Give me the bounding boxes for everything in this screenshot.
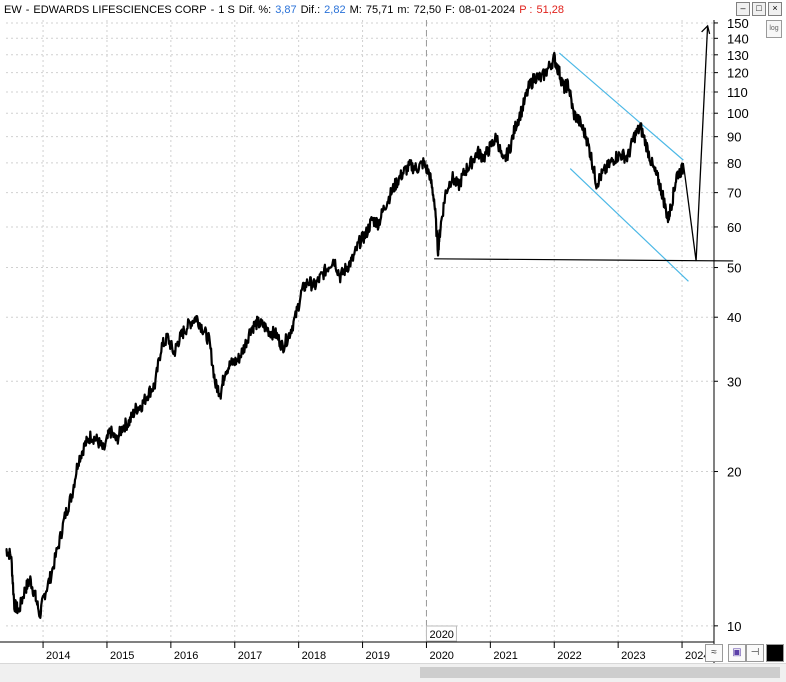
maximize-button[interactable]: □ (752, 2, 766, 16)
company-name: EDWARDS LIFESCIENCES CORP (33, 4, 207, 16)
dif-value: 2,82 (324, 4, 346, 16)
price-line (5, 51, 685, 619)
x-tick-label: 2014 (46, 650, 70, 662)
channel-upper-line (558, 52, 684, 161)
pin-icon[interactable]: ⊣ (746, 644, 764, 662)
y-tick-label: 40 (727, 310, 741, 325)
x-tick-label: 2018 (302, 650, 326, 662)
x-tick-label: 2020 (429, 650, 453, 662)
min-label: m: (397, 4, 410, 16)
period: 1 S (218, 4, 235, 16)
x-tick-label: 2015 (110, 650, 134, 662)
y-tick-label: 30 (727, 374, 741, 389)
p-value: 51,28 (536, 4, 564, 16)
support-line (434, 258, 734, 262)
y-tick-label: 80 (727, 156, 741, 171)
y-tick-label: 60 (727, 220, 741, 235)
x-tick-label: 2022 (557, 650, 581, 662)
horizontal-scrollbar[interactable] (0, 663, 786, 682)
cursor-label-box (425, 625, 457, 642)
date-value: 08-01-2024 (458, 4, 516, 16)
cursor-label: 2020 (429, 629, 453, 641)
y-tick-label: 100 (727, 106, 749, 121)
chart-header: EW - EDWARDS LIFESCIENCES CORP -1 S Dif. %: 3… (0, 0, 719, 20)
minimize-button[interactable]: – (736, 2, 750, 16)
dif-pct-label: Dif. %: (238, 4, 272, 16)
y-tick-label: 90 (727, 130, 741, 145)
window-buttons: – □ × (736, 2, 782, 16)
price-chart[interactable]: 2020 15014013012011010090807060504030201… (0, 0, 786, 663)
dif-label: Dif.: (300, 4, 321, 16)
log-scale-button[interactable]: log (766, 20, 782, 38)
save-icon[interactable]: ▣ (728, 644, 746, 662)
projection-arrowhead (701, 24, 711, 35)
min-value: 72,50 (413, 4, 442, 16)
color-swatch-icon[interactable] (766, 644, 784, 662)
max-value: 75,71 (365, 4, 394, 16)
y-tick-label: 20 (727, 465, 741, 480)
x-tick-label: 2024 (685, 650, 709, 662)
close-button[interactable]: × (768, 2, 782, 16)
y-tick-label: 150 (727, 16, 749, 31)
y-tick-label: 120 (727, 66, 749, 81)
x-tick-label: 2021 (493, 650, 517, 662)
projection-line (682, 25, 709, 262)
header-dash: - (210, 4, 215, 16)
max-label: M: (349, 4, 362, 16)
scrollbar-thumb[interactable] (420, 667, 780, 678)
x-tick-label: 2019 (366, 650, 390, 662)
wave-icon[interactable]: ≈ (705, 644, 723, 662)
y-tick-label: 70 (727, 186, 741, 201)
y-tick-label: 130 (727, 48, 749, 63)
y-tick-label: 140 (727, 31, 749, 46)
header-separator: - (25, 4, 30, 16)
y-tick-label: 110 (727, 85, 748, 100)
channel-lower-line (569, 168, 689, 282)
y-tick-label: 10 (727, 619, 741, 634)
dif-pct-value: 3,87 (275, 4, 297, 16)
y-tick-label: 50 (727, 261, 741, 276)
x-tick-label: 2016 (174, 650, 198, 662)
ticker: EW (4, 4, 22, 16)
x-tick-label: 2017 (238, 650, 262, 662)
grid (6, 20, 714, 642)
chart-marks: 2020 (5, 20, 734, 642)
date-label: F: (445, 4, 455, 16)
x-tick-label: 2023 (621, 650, 645, 662)
p-label: P : (519, 4, 533, 16)
